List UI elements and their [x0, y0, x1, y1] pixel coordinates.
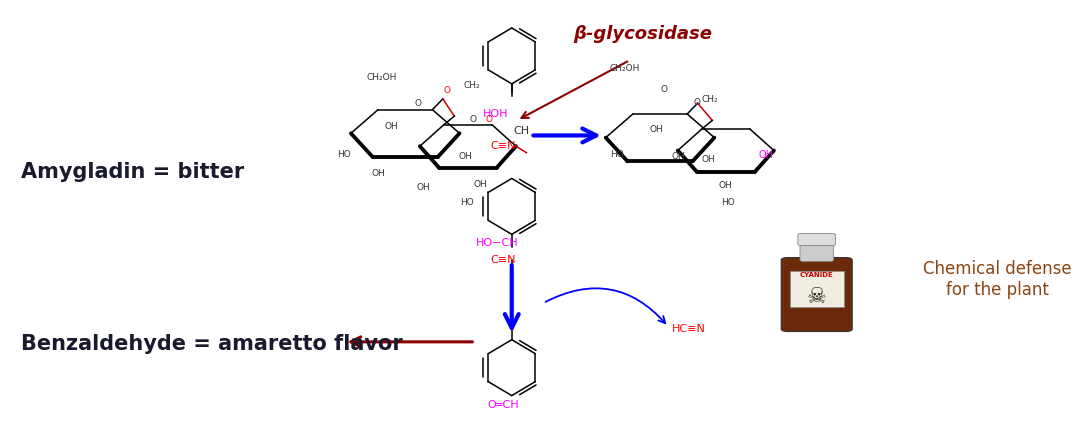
- Text: OH: OH: [473, 181, 488, 189]
- Text: CH₂OH: CH₂OH: [366, 73, 397, 82]
- FancyBboxPatch shape: [782, 258, 852, 332]
- Text: CYANIDE: CYANIDE: [800, 272, 833, 278]
- Text: HC≡N: HC≡N: [671, 324, 706, 334]
- Text: O: O: [443, 86, 451, 95]
- Bar: [789, 271, 844, 307]
- Text: OH: OH: [758, 150, 773, 160]
- Text: O: O: [660, 85, 668, 94]
- Text: O: O: [469, 115, 477, 124]
- Text: HOH: HOH: [483, 109, 509, 119]
- Text: O: O: [485, 115, 492, 124]
- Text: O: O: [414, 99, 422, 108]
- Text: OH: OH: [385, 123, 399, 131]
- Text: O═CH: O═CH: [488, 400, 519, 410]
- Text: Chemical defense
for the plant: Chemical defense for the plant: [923, 260, 1071, 299]
- Text: CH₂OH: CH₂OH: [610, 64, 640, 73]
- Text: Benzaldehyde = amaretto flavor: Benzaldehyde = amaretto flavor: [21, 334, 402, 354]
- Text: CH: CH: [513, 126, 530, 136]
- Text: OH: OH: [459, 153, 472, 161]
- Text: HO−CH: HO−CH: [476, 238, 519, 248]
- Text: OH: OH: [702, 155, 715, 163]
- Text: OH: OH: [672, 153, 685, 161]
- Text: HO: HO: [721, 198, 735, 206]
- FancyBboxPatch shape: [798, 233, 836, 246]
- Text: C≡N: C≡N: [491, 141, 516, 151]
- Text: OH: OH: [416, 183, 430, 191]
- Text: CH₂: CH₂: [702, 95, 719, 104]
- Text: OH: OH: [649, 125, 663, 133]
- Text: OH: OH: [371, 169, 385, 178]
- Text: β-glycosidase: β-glycosidase: [573, 25, 711, 43]
- Text: Amygladin = bitter: Amygladin = bitter: [21, 162, 244, 182]
- Text: CH₂: CH₂: [464, 82, 480, 90]
- Text: HO: HO: [610, 150, 624, 159]
- Text: O: O: [693, 98, 700, 107]
- Text: OH: OH: [719, 181, 733, 190]
- Text: C≡N: C≡N: [491, 255, 516, 265]
- Text: HO: HO: [337, 150, 351, 159]
- Text: ☠: ☠: [806, 287, 827, 307]
- Text: HO: HO: [461, 199, 473, 207]
- FancyBboxPatch shape: [800, 242, 833, 261]
